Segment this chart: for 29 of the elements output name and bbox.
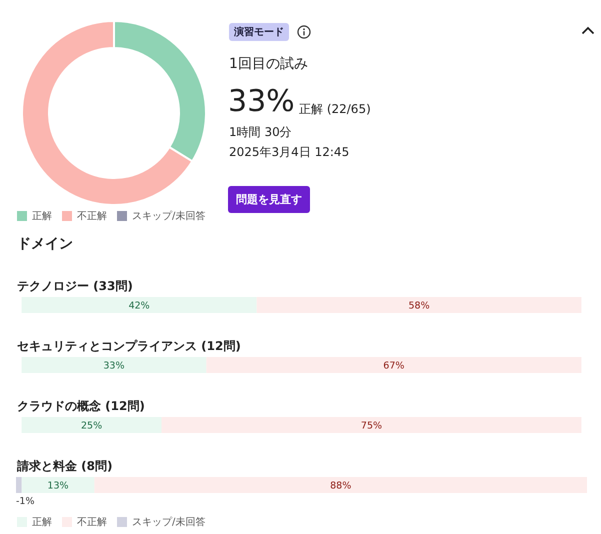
text: 問題を見直す: [228, 186, 310, 213]
legend-label: 正解: [32, 516, 52, 529]
text: 演習モード: [229, 23, 289, 41]
bar: [16, 477, 22, 493]
text: 1回目の試み: [229, 55, 308, 73]
y-tick-label: テクノロジー (33問): [17, 278, 133, 295]
chart-title: ドメイン: [17, 235, 73, 253]
text: 2025年3月4日 12:45: [229, 144, 350, 161]
data-label: 58%: [408, 300, 430, 312]
y-tick-label: セキュリティとコンプライアンス (12問): [17, 338, 241, 355]
data-label: 42%: [128, 300, 150, 312]
text: 正解 (22/65): [299, 101, 371, 118]
text: 33%: [228, 84, 295, 119]
bar: [22, 477, 94, 493]
data-label: 13%: [47, 480, 69, 492]
legend-label: スキップ/未回答: [132, 210, 206, 223]
text: 1時間 30分: [229, 124, 292, 141]
data-label: 67%: [383, 360, 404, 372]
legend-label: 正解: [32, 210, 52, 223]
data-label: 75%: [360, 420, 382, 432]
data-label: 88%: [330, 480, 352, 492]
legend-label: 不正解: [77, 516, 107, 529]
legend-label: スキップ/未回答: [132, 516, 206, 529]
y-tick-label: クラウドの概念 (12問): [17, 398, 145, 415]
data-label: -1%: [16, 496, 34, 507]
y-tick-label: 請求と料金 (8問): [17, 458, 112, 475]
legend-label: 不正解: [77, 210, 107, 223]
data-label: 25%: [81, 420, 102, 432]
data-label: 33%: [103, 360, 125, 372]
